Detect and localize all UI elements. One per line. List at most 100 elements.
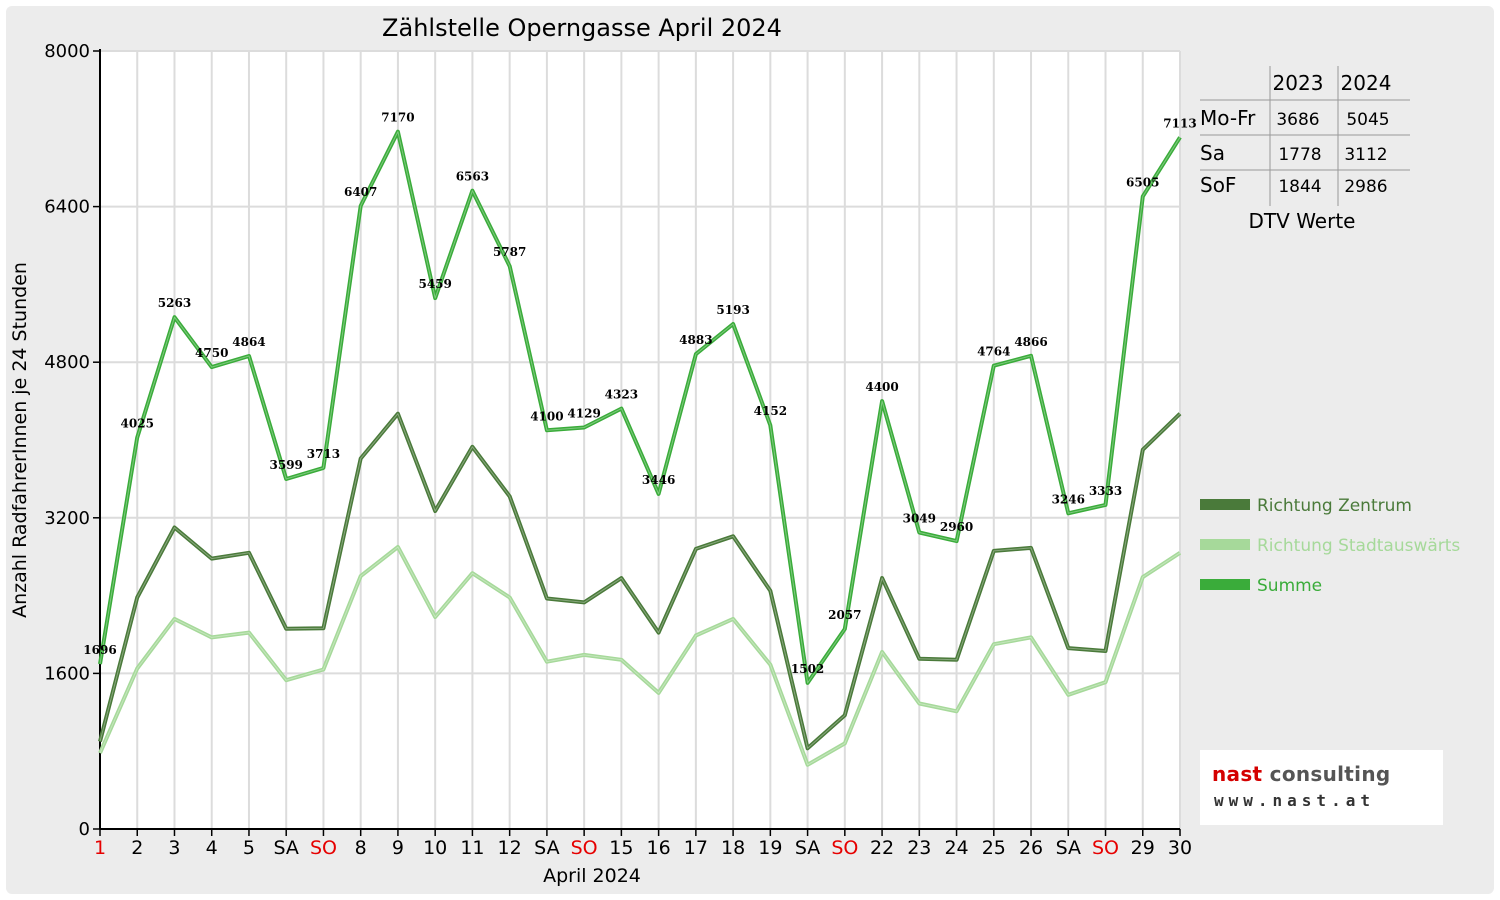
series-line-summe xyxy=(98,129,1182,685)
x-tick-label: SO xyxy=(831,837,858,859)
y-axis-label: Anzahl RadfahrerInnen je 24 Stunden xyxy=(9,262,31,618)
x-tick-label: SO xyxy=(310,837,337,859)
x-tick-label: 24 xyxy=(944,837,968,859)
x-tick-label: 22 xyxy=(870,837,894,859)
x-tick-label: 16 xyxy=(647,837,671,859)
y-tick-label: 4800 xyxy=(44,352,90,373)
series-line-stadtauswaerts-highlight xyxy=(99,546,1181,766)
y-tick-label: 8000 xyxy=(44,41,90,62)
data-label: 3049 xyxy=(903,511,936,525)
x-tick-label: 1 xyxy=(94,837,106,859)
legend-label: Richtung Zentrum xyxy=(1257,496,1412,516)
logo-name-part1: nast xyxy=(1212,762,1263,786)
x-tick-label: 19 xyxy=(758,837,782,859)
table-row-label: Sa xyxy=(1200,141,1225,165)
series-line-summe-highlight xyxy=(99,131,1181,684)
x-tick-label: SO xyxy=(1092,837,1119,859)
data-label: 7170 xyxy=(381,111,414,125)
series-line-zentrum-highlight xyxy=(99,413,1181,749)
x-tick-label: 26 xyxy=(1019,837,1043,859)
gridlines xyxy=(100,50,1181,829)
chart-title: Zählstelle Operngasse April 2024 xyxy=(382,14,782,42)
data-label: 6505 xyxy=(1126,175,1159,189)
table-cell: 3112 xyxy=(1344,145,1387,165)
data-label: 4764 xyxy=(977,345,1010,359)
table-cell: 3686 xyxy=(1276,110,1319,130)
data-label: 4866 xyxy=(1014,335,1047,349)
data-label: 1696 xyxy=(83,643,116,657)
x-tick-label: 2 xyxy=(131,837,143,859)
data-label: 5263 xyxy=(158,296,191,310)
x-tick-label: SA xyxy=(1056,837,1081,859)
x-tick-label: 11 xyxy=(460,837,484,859)
data-label: 4323 xyxy=(605,388,638,402)
table-row-label: Mo-Fr xyxy=(1200,106,1256,130)
nast-consulting-logo: nast consulting www.nast.at xyxy=(1200,750,1443,825)
data-label: 3446 xyxy=(642,473,675,487)
y-tick-label: 1600 xyxy=(44,663,90,684)
x-tick-label: 25 xyxy=(982,837,1006,859)
x-tick-label: SO xyxy=(571,837,598,859)
y-axis-ticks: 0 1600 3200 4800 6400 8000 xyxy=(44,41,100,840)
dtv-table: 2023 2024 Mo-Fr 3686 5045 Sa 1778 3112 S… xyxy=(1200,66,1410,233)
y-tick-label: 6400 xyxy=(44,197,90,218)
data-label: 5193 xyxy=(716,303,749,317)
data-label: 2960 xyxy=(940,520,973,534)
data-label: 3246 xyxy=(1052,492,1085,506)
x-tick-label: SA xyxy=(534,837,559,859)
legend-swatch xyxy=(1200,539,1250,550)
table-header-2024: 2024 xyxy=(1341,71,1392,95)
data-labels: 1696 4025 5263 4750 4864 3599 3713 6407 7170 5459… xyxy=(83,111,1196,676)
legend-swatch xyxy=(1200,579,1250,590)
data-label: 4883 xyxy=(679,333,712,347)
x-tick-label: 4 xyxy=(206,837,218,859)
x-tick-label: SA xyxy=(273,837,298,859)
plot-area xyxy=(100,51,1180,829)
x-tick-label: 23 xyxy=(907,837,931,859)
data-label: 3713 xyxy=(307,447,340,461)
table-cell: 1778 xyxy=(1278,145,1321,165)
x-axis-ticks: 1 2 3 4 5 SA SO 8 9 10 11 12 SA SO 15 16 17 18 19 SA SO 22 23 2… xyxy=(94,829,1192,859)
table-row-label: SoF xyxy=(1200,173,1236,197)
legend-swatch xyxy=(1200,499,1250,510)
data-label: 6563 xyxy=(456,170,489,184)
x-tick-label: 10 xyxy=(423,837,447,859)
data-label: 4129 xyxy=(567,406,600,420)
series-line-zentrum xyxy=(98,411,1182,751)
data-label: 6407 xyxy=(344,185,377,199)
y-tick-label: 3200 xyxy=(44,508,90,529)
series-line-stadtauswaerts xyxy=(98,545,1182,767)
legend: Richtung Zentrum Richtung Stadtauswärts Su… xyxy=(1200,496,1460,596)
data-label: 2057 xyxy=(828,608,861,622)
data-label: 4750 xyxy=(195,346,228,360)
data-label: 1502 xyxy=(791,662,824,676)
x-tick-label: 17 xyxy=(684,837,708,859)
data-label: 7113 xyxy=(1163,116,1196,130)
table-cell: 5045 xyxy=(1346,110,1389,130)
x-tick-label: 3 xyxy=(168,837,180,859)
data-label: 4100 xyxy=(530,409,563,423)
x-tick-label: 12 xyxy=(498,837,522,859)
logo-url: www.nast.at xyxy=(1214,791,1375,810)
data-label: 5459 xyxy=(418,277,451,291)
x-tick-label: 29 xyxy=(1131,837,1155,859)
data-label: 5787 xyxy=(493,245,526,259)
table-caption: DTV Werte xyxy=(1249,209,1356,233)
x-tick-label: 18 xyxy=(721,837,745,859)
legend-label: Richtung Stadtauswärts xyxy=(1257,536,1460,556)
data-label: 3333 xyxy=(1089,484,1122,498)
logo-name-part2: consulting xyxy=(1262,762,1391,786)
x-axis-label: April 2024 xyxy=(543,865,641,887)
x-tick-label: 8 xyxy=(355,837,367,859)
table-header-2023: 2023 xyxy=(1273,71,1324,95)
logo-name: nast consulting xyxy=(1212,762,1390,786)
series-lines xyxy=(98,129,1182,767)
x-tick-label: 30 xyxy=(1168,837,1192,859)
data-label: 3599 xyxy=(270,458,303,472)
x-tick-label: 5 xyxy=(243,837,255,859)
legend-label: Summe xyxy=(1257,576,1322,596)
x-tick-label: SA xyxy=(795,837,820,859)
data-label: 4400 xyxy=(865,380,898,394)
x-tick-label: 9 xyxy=(392,837,404,859)
